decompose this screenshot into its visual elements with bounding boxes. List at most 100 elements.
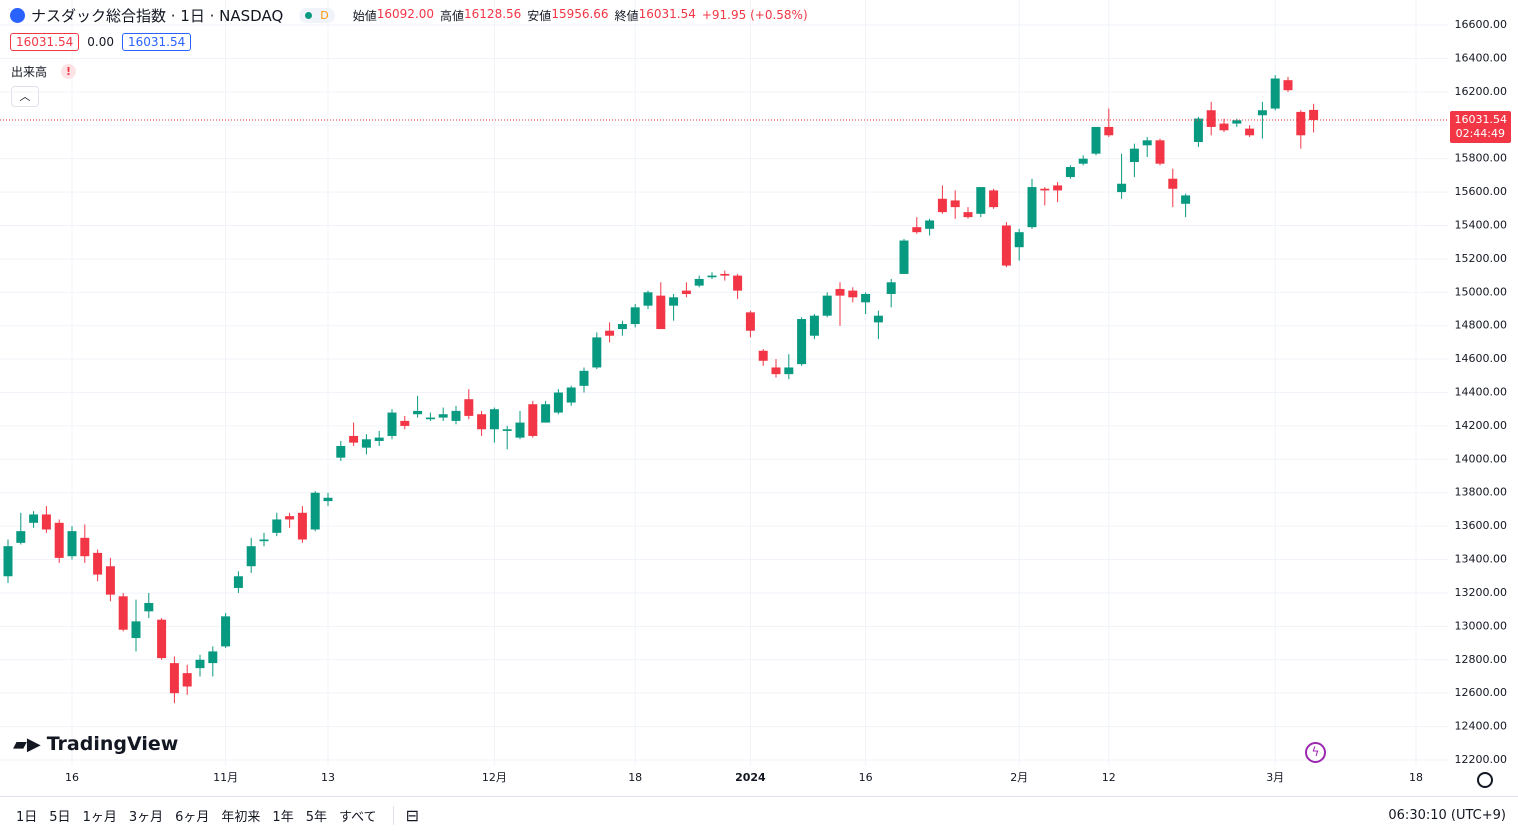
candle-body — [925, 220, 935, 229]
ohlc-value: 16092.00 — [376, 6, 435, 21]
candle-body — [1181, 195, 1191, 204]
y-tick-label: 13800.00 — [1455, 486, 1508, 499]
candle-body — [80, 537, 90, 557]
candle-body — [374, 437, 384, 441]
range-button[interactable]: 年初来 — [221, 810, 261, 825]
candle-body — [361, 439, 371, 448]
price-tag-value: 16031.54 — [1455, 113, 1508, 126]
candle-body — [1091, 126, 1101, 154]
watermark-logo: ▰▶ — [13, 733, 41, 755]
candle-body — [733, 275, 743, 291]
candle-body — [1155, 140, 1165, 164]
y-tick-label: 15600.00 — [1455, 185, 1508, 198]
symbol-title[interactable]: ナスダック総合指数 · 1日 · NASDAQ — [31, 6, 284, 25]
candle-body — [771, 367, 781, 375]
bid-box[interactable]: 16031.54 — [10, 33, 80, 51]
candle-body — [656, 295, 666, 330]
candle-body — [886, 282, 896, 294]
ohlc-label: 高値 — [440, 8, 465, 23]
x-tick-label: 16 — [859, 771, 873, 784]
candle-body — [681, 290, 691, 294]
candle-body — [1168, 178, 1178, 189]
lightning-icon[interactable]: ϟ — [1305, 742, 1326, 763]
ohlc-label: 始値 — [352, 8, 377, 23]
volume-label: 出来高 — [11, 65, 48, 79]
candle-body — [528, 404, 538, 436]
y-tick-label: 15400.00 — [1455, 218, 1508, 231]
candle-body — [425, 417, 435, 420]
range-button[interactable]: 5日 — [49, 810, 71, 825]
candle-body — [489, 409, 499, 430]
candle-body — [1142, 140, 1152, 146]
candle-body — [1257, 110, 1267, 116]
x-tick-label: 12月 — [482, 771, 507, 784]
range-button[interactable]: 1日 — [16, 810, 38, 825]
x-tick-label: 18 — [1409, 771, 1423, 784]
status-dot — [305, 11, 313, 19]
candle-body — [1078, 158, 1088, 164]
symbol-icon — [10, 7, 25, 23]
y-tick-label: 12400.00 — [1455, 720, 1508, 733]
x-tick-label: 11月 — [213, 771, 238, 784]
change: +91.95 (+0.58%) — [701, 8, 808, 22]
candle-body — [400, 420, 410, 426]
candle-body — [464, 399, 474, 416]
candle-body — [1206, 110, 1216, 127]
status-badge[interactable]: D — [299, 7, 335, 23]
y-tick-label: 12600.00 — [1455, 686, 1508, 699]
candle-body — [899, 240, 909, 274]
range-button[interactable]: 1年 — [272, 810, 294, 825]
candle-body — [707, 275, 717, 278]
candle-body — [246, 546, 256, 567]
candle-body — [182, 673, 192, 687]
candle-body — [208, 651, 218, 664]
candle-body — [323, 497, 333, 502]
ohlc-values: 始値 16092.00 高値 16128.56 安値 15956.66 終値 16031.54 — [353, 7, 696, 24]
legend-row: ナスダック総合指数 · 1日 · NASDAQ D 始値 16092.00 高値 16… — [10, 5, 808, 25]
warning-icon[interactable]: ! — [61, 64, 77, 79]
candle-body — [617, 324, 627, 330]
ask-box[interactable]: 16031.54 — [121, 33, 192, 51]
y-tick-label: 13400.00 — [1455, 553, 1508, 566]
candle-body — [502, 429, 512, 431]
candle-body — [451, 410, 461, 421]
collapse-button[interactable]: ︿ — [11, 86, 39, 107]
candle-body — [1117, 183, 1127, 193]
ohlc-value: 16031.54 — [638, 6, 696, 21]
candle-body — [1270, 78, 1280, 109]
range-button[interactable]: 1ヶ月 — [82, 810, 117, 825]
candle-body — [1040, 188, 1050, 191]
range-button[interactable]: 6ヶ月 — [175, 810, 210, 825]
candle-body — [29, 514, 39, 523]
candle-body — [118, 596, 128, 630]
candle-body — [438, 414, 448, 418]
candle-body — [720, 273, 730, 276]
range-buttons: 1日 5日 1ヶ月 3ヶ月 6ヶ月 年初来 1年 5年 すべて — [10, 806, 383, 825]
x-tick-label: 16 — [65, 771, 79, 784]
range-button[interactable]: すべて — [338, 810, 377, 825]
candle-body — [41, 514, 51, 530]
settings-icon[interactable] — [1477, 772, 1493, 788]
candle-body — [1104, 126, 1114, 136]
candle-body — [605, 330, 615, 336]
range-button[interactable]: 5年 — [305, 810, 327, 825]
candle-body — [1193, 118, 1203, 142]
candle-body — [822, 295, 832, 316]
candle-body — [349, 435, 359, 443]
bottom-toolbar: 1日 5日 1ヶ月 3ヶ月 6ヶ月 年初来 1年 5年 すべて ⊟ 06:30:10 (UTC+… — [0, 796, 1518, 833]
candle-body — [963, 212, 973, 218]
candle-body — [1219, 123, 1229, 131]
candle-body — [1053, 185, 1063, 191]
y-tick-label: 13200.00 — [1455, 586, 1508, 599]
y-tick-label: 14400.00 — [1455, 386, 1508, 399]
candle-body — [336, 445, 346, 458]
candle-body — [1065, 167, 1075, 178]
y-tick-label: 13000.00 — [1455, 619, 1508, 632]
range-button[interactable]: 3ヶ月 — [128, 810, 164, 825]
candle-body — [861, 293, 871, 303]
date-range-icon[interactable]: ⊟ — [392, 806, 419, 825]
candle-body — [989, 190, 999, 208]
y-tick-label: 14800.00 — [1455, 319, 1508, 332]
candle-body — [937, 198, 947, 213]
x-tick-label: 2月 — [1010, 771, 1028, 784]
